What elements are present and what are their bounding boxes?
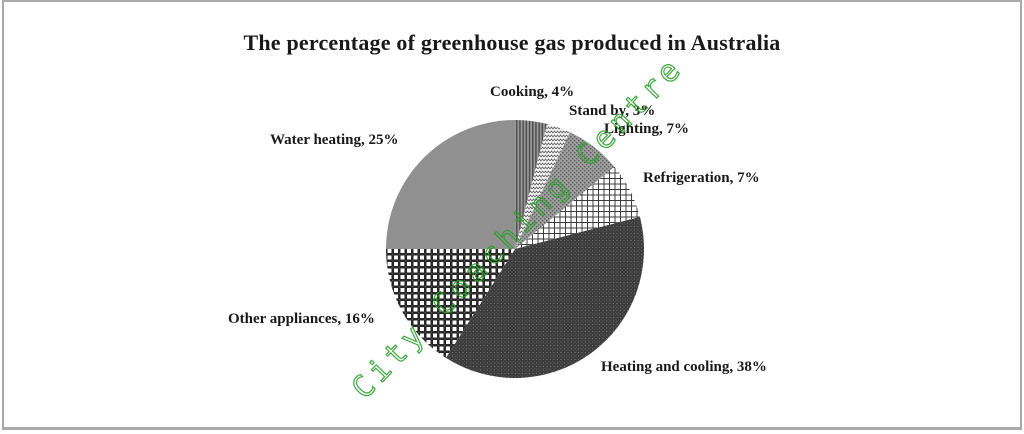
slice-label-refrigeration: Refrigeration, 7% (643, 170, 760, 186)
pie-slice-heating-and-cooling (445, 216, 645, 379)
pie-chart (386, 120, 645, 379)
slice-label-lighting: Lighting, 7% (604, 121, 690, 137)
chart-title: The percentage of greenhouse gas produce… (243, 30, 781, 55)
pie-slice-stand-by (515, 124, 570, 249)
pie-slice-lighting (515, 132, 615, 249)
pie-slice-other-appliances (386, 249, 515, 358)
slice-label-heating-and-cooling: Heating and cooling, 38% (601, 359, 767, 375)
slice-label-cooking: Cooking, 4% (490, 84, 575, 100)
pie-slice-cooking (515, 120, 548, 249)
pie-slice-water-heating (386, 120, 515, 249)
slice-label-stand-by: Stand by, 3% (569, 103, 656, 119)
pie-slices (386, 120, 645, 379)
slice-label-water-heating: Water heating, 25% (270, 132, 399, 148)
slice-label-other-appliances: Other appliances, 16% (228, 311, 375, 327)
pie-slice-refrigeration (515, 166, 640, 249)
